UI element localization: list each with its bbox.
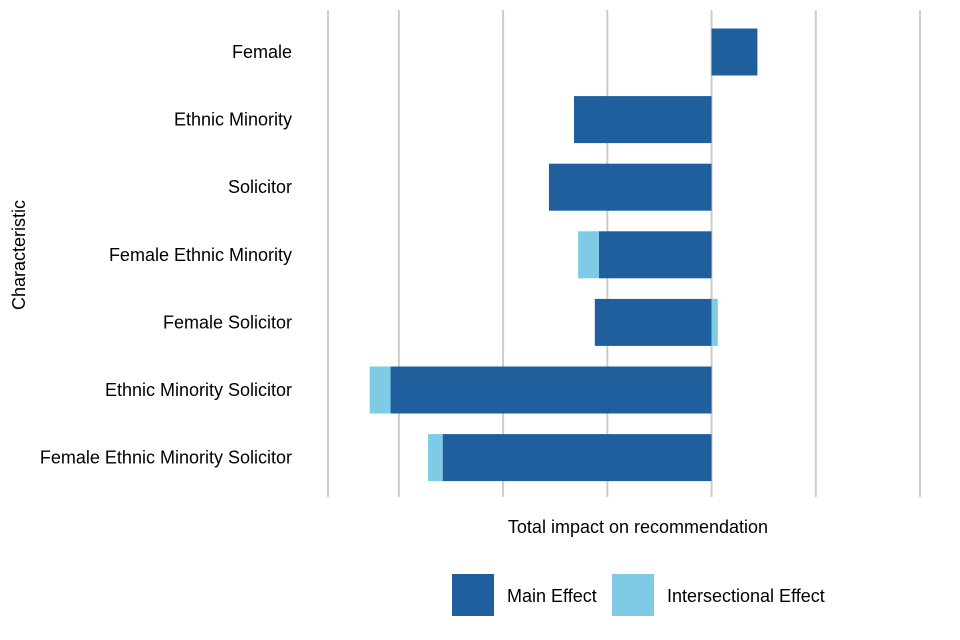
category-label-ethnic-minority-solicitor: Ethnic Minority Solicitor xyxy=(105,380,292,400)
bars xyxy=(369,28,758,482)
x-axis-title: Total impact on recommendation xyxy=(508,517,768,537)
bar-ethnic-minority-solicitor-intersectional-effect xyxy=(369,366,391,414)
y-axis-title: Characteristic xyxy=(9,200,29,310)
bar-female-ethnic-minority-main-effect xyxy=(598,231,712,279)
category-label-female-ethnic-minority: Female Ethnic Minority xyxy=(109,245,292,265)
legend-label-intersectional-effect: Intersectional Effect xyxy=(667,586,825,606)
bar-female-ethnic-minority-solicitor-intersectional-effect xyxy=(428,434,443,482)
category-labels: Female Ethnic Minority Solicitor Female Eth… xyxy=(40,42,292,468)
bar-female-ethnic-minority-solicitor-main-effect xyxy=(442,434,712,482)
category-label-ethnic-minority: Ethnic Minority xyxy=(174,110,292,130)
category-label-female-ethnic-minority-solicitor: Female Ethnic Minority Solicitor xyxy=(40,448,292,468)
legend: Main Effect Intersectional Effect xyxy=(452,574,825,616)
bar-ethnic-minority-main-effect xyxy=(573,96,712,144)
bar-female-main-effect xyxy=(711,28,758,76)
bar-ethnic-minority-solicitor-main-effect xyxy=(390,366,712,414)
category-label-female: Female xyxy=(232,42,292,62)
category-label-solicitor: Solicitor xyxy=(228,177,292,197)
bar-female-ethnic-minority-intersectional-effect xyxy=(578,231,599,279)
legend-swatch-main-effect xyxy=(452,574,494,616)
legend-label-main-effect: Main Effect xyxy=(507,586,597,606)
bar-female-solicitor-intersectional-effect xyxy=(711,298,718,346)
category-label-female-solicitor: Female Solicitor xyxy=(163,312,292,332)
bar-female-solicitor-main-effect xyxy=(594,298,712,346)
gridlines xyxy=(327,10,921,497)
bar-solicitor-main-effect xyxy=(548,163,712,211)
legend-swatch-intersectional-effect xyxy=(612,574,654,616)
